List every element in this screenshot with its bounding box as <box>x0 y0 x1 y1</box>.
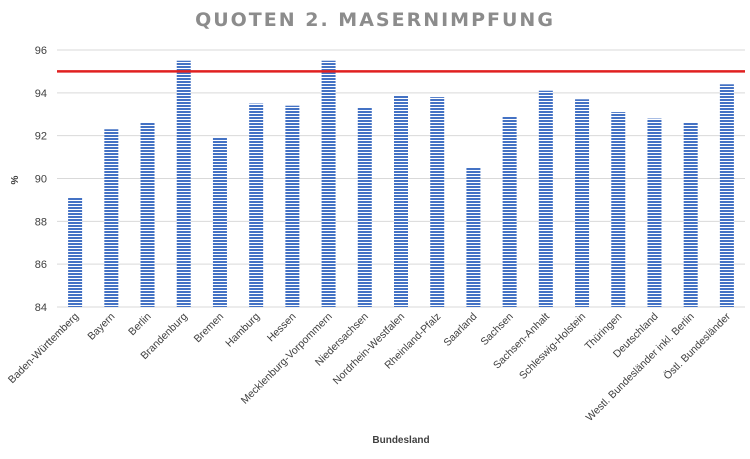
chart-title: QUOTEN 2. MASERNIMPFUNG <box>195 9 555 31</box>
bar <box>538 90 553 307</box>
y-tick-label: 86 <box>35 259 47 271</box>
bar <box>575 99 590 307</box>
bar <box>140 122 155 307</box>
x-tick-label: Hamburg <box>223 311 262 350</box>
y-tick-label: 88 <box>35 216 47 228</box>
bar <box>683 122 698 307</box>
bar <box>647 118 662 308</box>
x-tick-label: Baden-Württemberg <box>6 311 81 386</box>
x-tick-label: Schleswig-Holstein <box>517 311 588 382</box>
y-tick-label: 96 <box>35 45 47 57</box>
y-tick-label: 92 <box>35 131 47 143</box>
bar <box>176 60 191 308</box>
bar <box>394 94 408 307</box>
y-tick-label: 94 <box>35 88 47 100</box>
x-tick-label: Saarland <box>441 311 479 349</box>
bar <box>502 116 517 308</box>
bar <box>249 103 264 308</box>
bar <box>68 197 83 307</box>
y-tick-label: 90 <box>35 174 47 186</box>
x-axis-label: Bundesland <box>372 435 429 446</box>
bar <box>611 112 626 307</box>
bar <box>719 84 734 308</box>
bars <box>68 60 734 308</box>
bar <box>212 137 227 307</box>
x-tick-label: Östl. Bundesländer <box>661 310 733 382</box>
x-tick-label: Sachsen <box>478 311 515 348</box>
x-tick-label: Bremen <box>192 311 227 346</box>
x-tick-label: Berlin <box>126 311 154 339</box>
bar <box>104 129 119 307</box>
x-tick-label: Bayern <box>85 311 117 343</box>
bar <box>466 167 481 307</box>
x-tick-label: Hessen <box>265 311 299 345</box>
x-axis-tick-labels: Baden-Württemberg Bayern BerlinBrandenburg… <box>6 310 733 424</box>
bar <box>357 107 372 307</box>
y-axis-ticks: 84 86 88 90 92 94 96 <box>35 45 47 314</box>
bar <box>285 105 300 307</box>
bar <box>430 97 445 307</box>
bar <box>321 60 336 308</box>
y-axis-label: % <box>10 175 21 184</box>
y-tick-label: 84 <box>35 302 47 314</box>
